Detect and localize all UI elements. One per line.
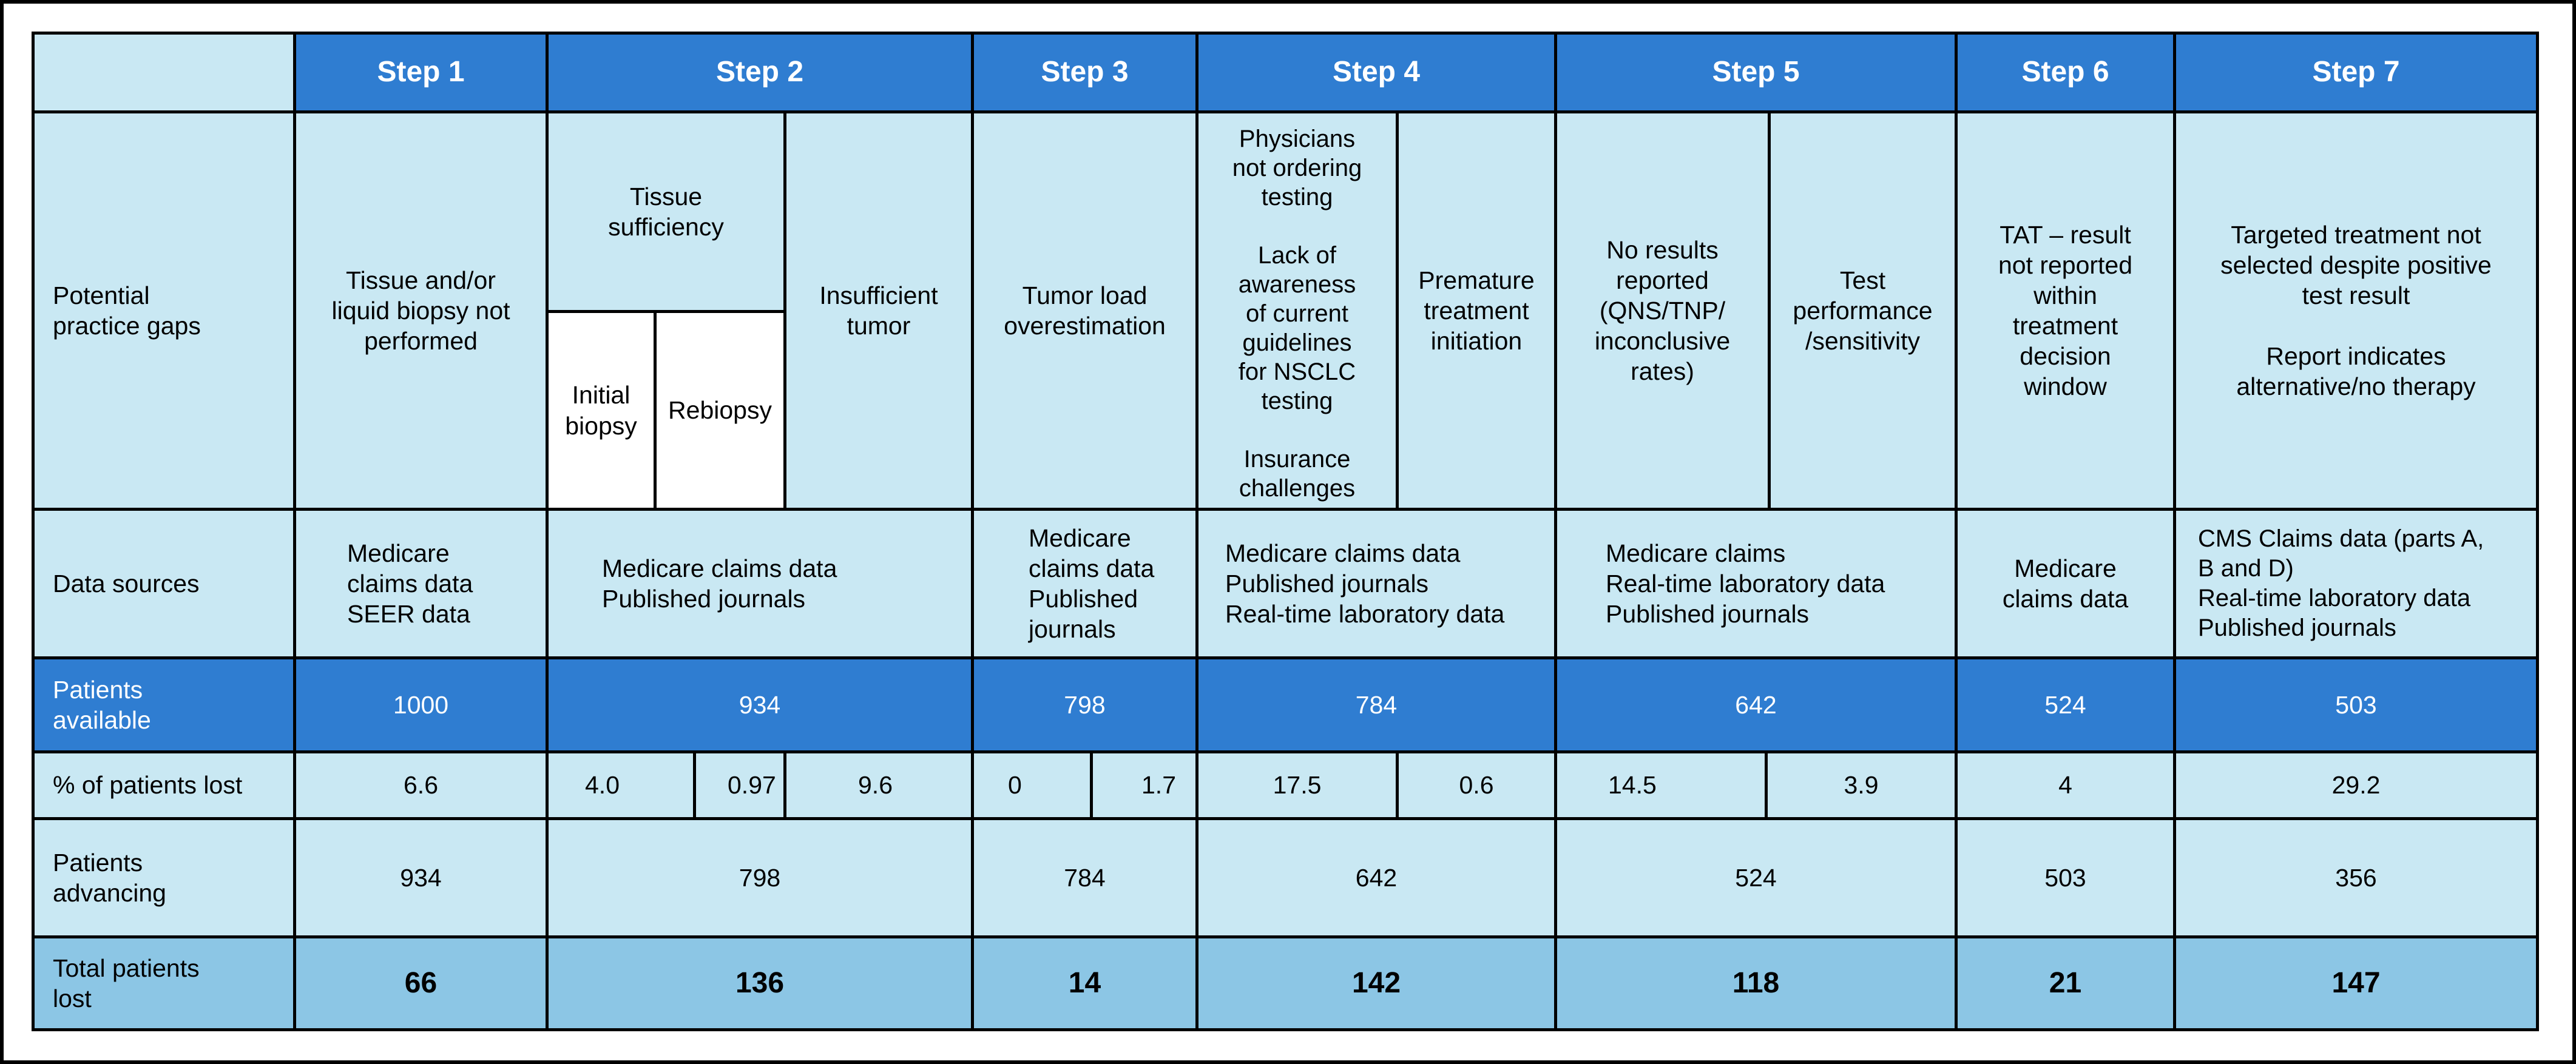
lost-step-4-a: 17.5 [1195, 750, 1399, 820]
step-3-header: Step 3 [971, 32, 1198, 113]
practice-gaps-table: Step 1 Step 2 Step 3 Step 4 Step 5 Step … [32, 32, 2539, 1031]
step-7-header: Step 7 [2173, 32, 2539, 113]
gap-step-5-no-results: No results reported (QNS/TNP/ inconclusi… [1554, 110, 1771, 511]
available-step-1: 1000 [293, 656, 549, 753]
total-step-7: 147 [2173, 935, 2539, 1031]
gap-step-2-rebiopsy: Rebiopsy [654, 310, 786, 511]
advancing-step-5: 524 [1554, 817, 1958, 938]
lost-step-5-a: 14.5 [1554, 750, 1768, 820]
total-step-6: 21 [1955, 935, 2176, 1031]
source-step-1: Medicare claims data SEER data [293, 508, 549, 659]
step-1-header: Step 1 [293, 32, 549, 113]
total-step-1: 66 [293, 935, 549, 1031]
lost-step-2-rebiopsy: 0.97 [693, 750, 786, 820]
step-4-header: Step 4 [1195, 32, 1557, 113]
total-step-5: 118 [1554, 935, 1958, 1031]
row-label-patients-advancing: Patients advancing [32, 817, 296, 938]
source-step-3: Medicare claims data Published journals [971, 508, 1198, 659]
total-step-3: 14 [971, 935, 1198, 1031]
source-step-7: CMS Claims data (parts A, B and D) Real-… [2173, 508, 2539, 659]
row-label-total-lost: Total patients lost [32, 935, 296, 1031]
gap-step-2-insufficient-tumor: Insufficient tumor [783, 110, 974, 511]
gap-step-3: Tumor load overestimation [971, 110, 1198, 511]
advancing-step-4: 642 [1195, 817, 1557, 938]
available-step-5: 642 [1554, 656, 1958, 753]
advancing-step-6: 503 [1955, 817, 2176, 938]
row-label-percent-lost: % of patients lost [32, 750, 296, 820]
advancing-step-2: 798 [546, 817, 974, 938]
available-step-4: 784 [1195, 656, 1557, 753]
available-step-7: 503 [2173, 656, 2539, 753]
advancing-step-3: 784 [971, 817, 1198, 938]
lost-step-3-a: 0 [971, 750, 1093, 820]
row-label-patients-available: Patients available [32, 656, 296, 753]
row-label-practice-gaps: Potential practice gaps [32, 110, 296, 511]
gap-step-1: Tissue and/or liquid biopsy not performe… [293, 110, 549, 511]
source-step-6: Medicare claims data [1955, 508, 2176, 659]
gap-step-6: TAT – result not reported within treatme… [1955, 110, 2176, 511]
lost-step-3-b: 1.7 [1090, 750, 1198, 820]
available-step-3: 798 [971, 656, 1198, 753]
lost-step-4-b: 0.6 [1396, 750, 1557, 820]
lost-step-6: 4 [1955, 750, 2176, 820]
step-5-header: Step 5 [1554, 32, 1958, 113]
lost-step-7: 29.2 [2173, 750, 2539, 820]
advancing-step-1: 934 [293, 817, 549, 938]
lost-step-2-initial: 4.0 [546, 750, 696, 820]
advancing-step-7: 356 [2173, 817, 2539, 938]
lost-step-5-b: 3.9 [1765, 750, 1958, 820]
available-step-2: 934 [546, 656, 974, 753]
row-label-data-sources: Data sources [32, 508, 296, 659]
gap-step-7: Targeted treatment not selected despite … [2173, 110, 2539, 511]
gap-step-5-test-performance: Test performance /sensitivity [1768, 110, 1958, 511]
available-step-6: 524 [1955, 656, 2176, 753]
total-step-2: 136 [546, 935, 974, 1031]
gap-step-2-tissue-sufficiency: Tissue sufficiency [546, 110, 786, 313]
source-step-5: Medicare claims Real-time laboratory dat… [1554, 508, 1958, 659]
lost-step-1: 6.6 [293, 750, 549, 820]
step-2-header: Step 2 [546, 32, 974, 113]
gap-step-4-premature-treatment: Premature treatment initiation [1396, 110, 1557, 511]
total-step-4: 142 [1195, 935, 1557, 1031]
gap-step-2-initial-biopsy: Initial biopsy [546, 310, 657, 511]
source-step-2: Medicare claims data Published journals [546, 508, 974, 659]
lost-step-2-insufficient: 9.6 [783, 750, 974, 820]
step-6-header: Step 6 [1955, 32, 2176, 113]
gap-step-4-physicians: Physicians not ordering testing Lack of … [1195, 110, 1399, 511]
source-step-4: Medicare claims data Published journals … [1195, 508, 1557, 659]
